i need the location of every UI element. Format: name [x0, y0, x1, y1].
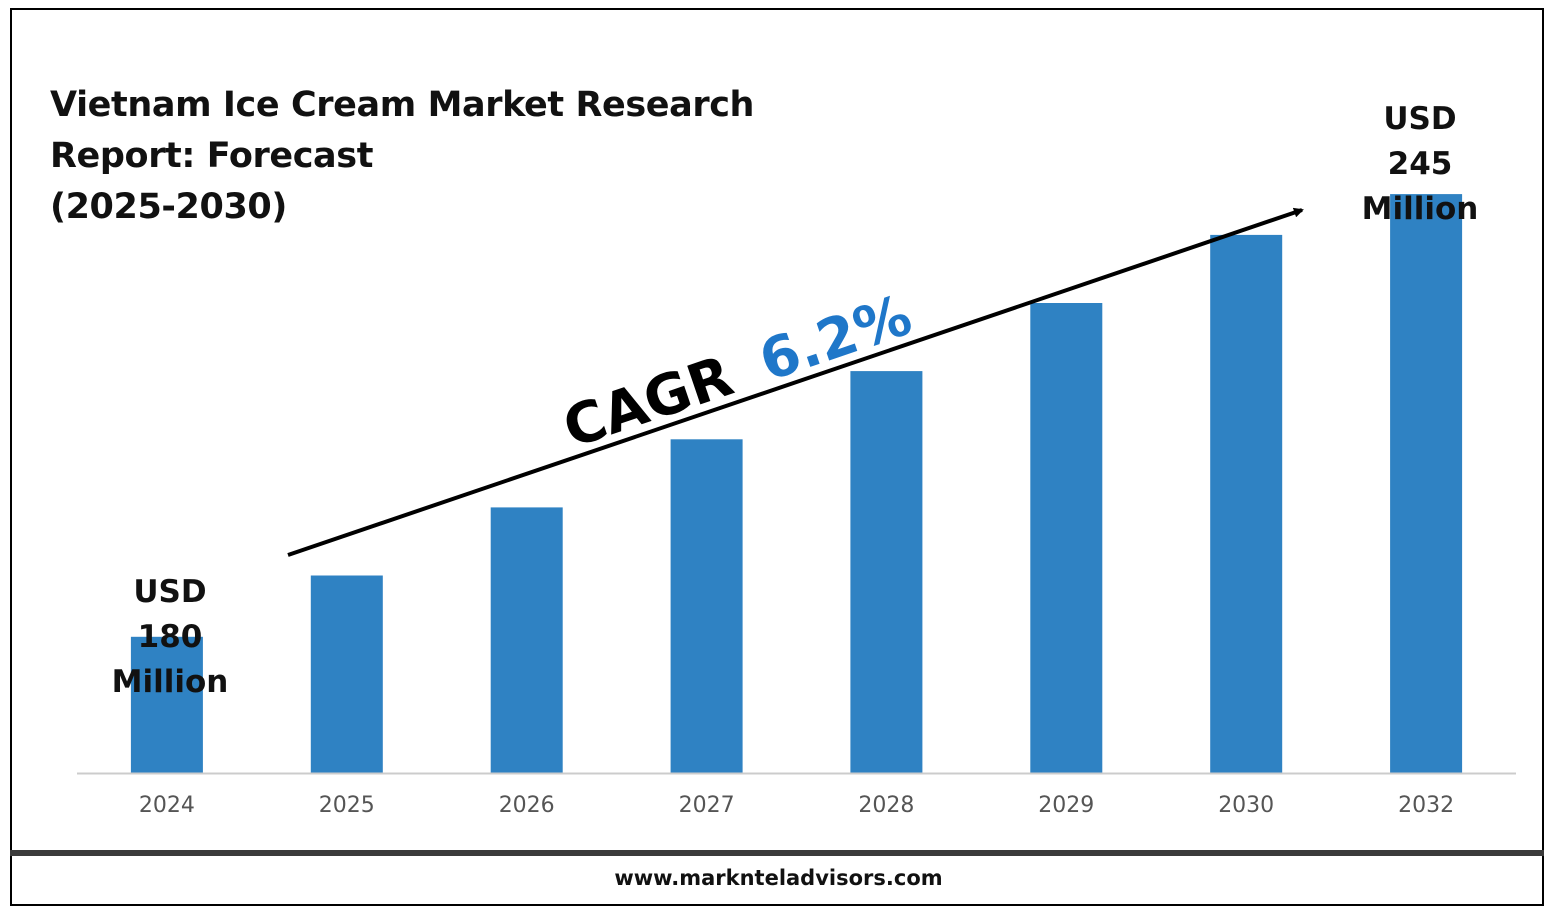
- bar-2032: [1390, 194, 1463, 774]
- x-tick-label: 2024: [139, 793, 195, 818]
- footer-url[interactable]: www.marknteladvisors.com: [614, 866, 943, 890]
- footer-band: [10, 850, 1544, 856]
- bar-2029: [1030, 303, 1103, 773]
- end-callout-line-2: 245: [1387, 146, 1453, 182]
- cagr-annotation: CAGR 6.2%: [287, 207, 1304, 557]
- cagr-arrow: [287, 207, 1304, 557]
- bar-2030: [1210, 234, 1283, 773]
- end-value-callout: USD 245 Million: [1350, 97, 1490, 232]
- chart-title: Vietnam Ice Cream Market Research Report…: [50, 80, 810, 233]
- bar-2027: [670, 439, 743, 773]
- x-tick-label: 2027: [679, 793, 735, 818]
- bar-2025: [310, 575, 383, 773]
- bar-2024: [130, 636, 203, 773]
- start-callout-line-3: Million: [111, 664, 229, 700]
- chart-frame: [10, 8, 1544, 906]
- title-line-2: Report: Forecast: [50, 136, 374, 176]
- start-callout-line-1: USD: [133, 574, 207, 610]
- x-tick-label: 2025: [319, 793, 375, 818]
- end-callout-line-3: Million: [1361, 191, 1479, 227]
- title-line-3: (2025-2030): [50, 187, 287, 227]
- bars-group: [130, 194, 1463, 774]
- x-tick-label: 2026: [499, 793, 555, 818]
- start-callout-line-2: 180: [137, 619, 203, 655]
- end-callout-line-1: USD: [1383, 101, 1457, 137]
- bar-2026: [490, 507, 563, 773]
- start-value-callout: USD 180 Million: [100, 570, 240, 705]
- x-tick-label: 2028: [858, 793, 914, 818]
- x-tick-label: 2030: [1218, 793, 1274, 818]
- title-line-1: Vietnam Ice Cream Market Research: [50, 85, 755, 125]
- bar-2028: [850, 371, 923, 773]
- x-tick-label: 2032: [1398, 793, 1454, 818]
- x-tick-label: 2029: [1038, 793, 1094, 818]
- x-axis-ticks: 2024 2025 2026 2027 2028 2029 2030 2032: [139, 793, 1454, 818]
